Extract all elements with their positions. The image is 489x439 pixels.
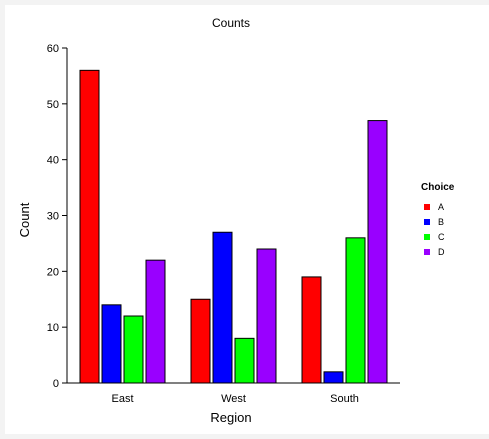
- legend-swatch-a: [424, 204, 430, 210]
- legend-label: A: [438, 202, 444, 212]
- bar-b-east: [101, 304, 122, 384]
- bar-a-east: [79, 69, 100, 384]
- x-tick-label: West: [221, 393, 246, 405]
- bar-b-south: [323, 371, 344, 384]
- bar-d-east: [145, 259, 166, 384]
- y-tick-label: 0: [53, 378, 59, 390]
- bar-a-west: [190, 298, 211, 384]
- y-axis: 0 10 20 30 40 50 60: [47, 43, 68, 390]
- y-tick-label: 40: [47, 155, 59, 167]
- y-tick-label: 30: [47, 211, 59, 223]
- chart-title: Counts: [212, 16, 250, 30]
- y-tick-label: 60: [47, 43, 59, 55]
- x-tick-label: South: [330, 393, 359, 405]
- legend-label: C: [438, 232, 445, 242]
- bar-b-west: [212, 231, 233, 384]
- x-axis: East West South: [67, 382, 400, 405]
- legend-title: Choice: [421, 182, 455, 193]
- y-axis-title: Count: [17, 202, 32, 237]
- bar-c-west: [234, 337, 255, 384]
- y-tick-label: 50: [47, 99, 59, 111]
- y-tick-label: 10: [47, 322, 59, 334]
- bar-c-east: [123, 315, 144, 384]
- bar-chart: Counts 0 10 20 30 40 50 60 East West South Regio…: [17, 16, 455, 425]
- legend-swatch-c: [424, 234, 430, 240]
- bar-a-south: [301, 276, 322, 384]
- bar-d-south: [367, 120, 388, 384]
- y-tick-label: 20: [47, 266, 59, 278]
- bar-c-south: [345, 237, 366, 384]
- x-axis-title: Region: [210, 410, 251, 425]
- bars: [79, 69, 388, 384]
- legend-swatch-b: [424, 219, 430, 225]
- legend-swatch-d: [424, 249, 430, 255]
- chart-panel: Counts 0 10 20 30 40 50 60 East West South Regio…: [5, 5, 489, 434]
- legend-label: D: [438, 247, 445, 257]
- legend-label: B: [438, 217, 444, 227]
- bar-d-west: [256, 248, 277, 384]
- x-tick-label: East: [111, 393, 133, 405]
